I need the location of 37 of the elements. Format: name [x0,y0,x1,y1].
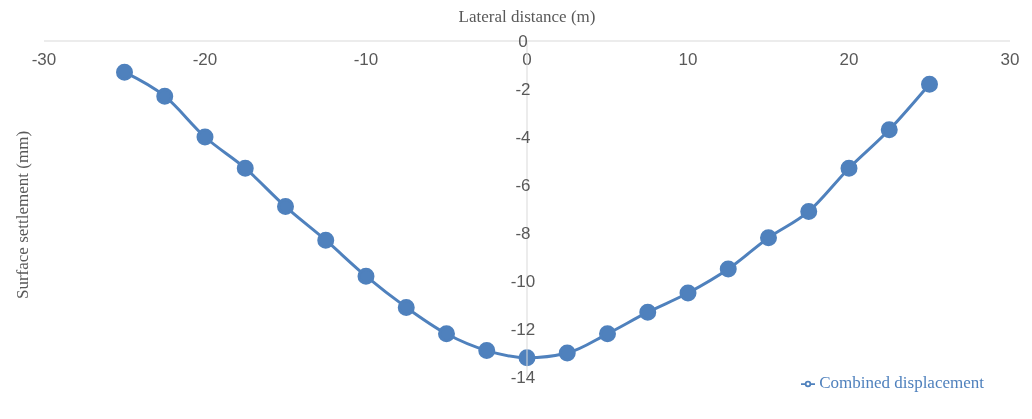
point [277,198,294,216]
point [800,202,818,220]
y-axis-title: Surface settlement (mm) [13,130,33,299]
legend-label: Combined displacement [819,373,984,392]
x-tick-label: 10 [678,50,698,69]
point [639,303,657,321]
x-tick-label: -10 [353,50,379,69]
y-tick-label: -4 [515,128,531,147]
point [317,231,335,249]
point [719,260,737,278]
point [478,342,496,360]
point [921,75,938,93]
point [760,229,777,247]
point [679,284,697,302]
y-tick-label: -14 [510,368,536,387]
point [840,159,858,177]
y-tick-label: -8 [515,224,531,243]
point [156,87,174,105]
y-tick-label: -2 [515,80,531,99]
x-tick-label: -20 [192,50,218,69]
x-axis-title: Lateral distance (m) [458,7,596,27]
point [599,325,616,343]
point [880,121,898,139]
point [357,267,375,285]
point [196,128,214,146]
x-tick-label: 30 [1000,50,1020,69]
y-tick-label: -6 [515,176,531,195]
y-tick-label: -12 [510,320,536,339]
y-tick-label: 0 [518,32,528,51]
point [236,159,254,177]
point [397,298,415,316]
x-tick-label: 20 [839,50,859,69]
y-tick-label: -10 [510,272,536,291]
x-tick-label: -30 [31,50,57,69]
point [558,344,576,362]
point [116,63,133,81]
point [438,325,455,343]
